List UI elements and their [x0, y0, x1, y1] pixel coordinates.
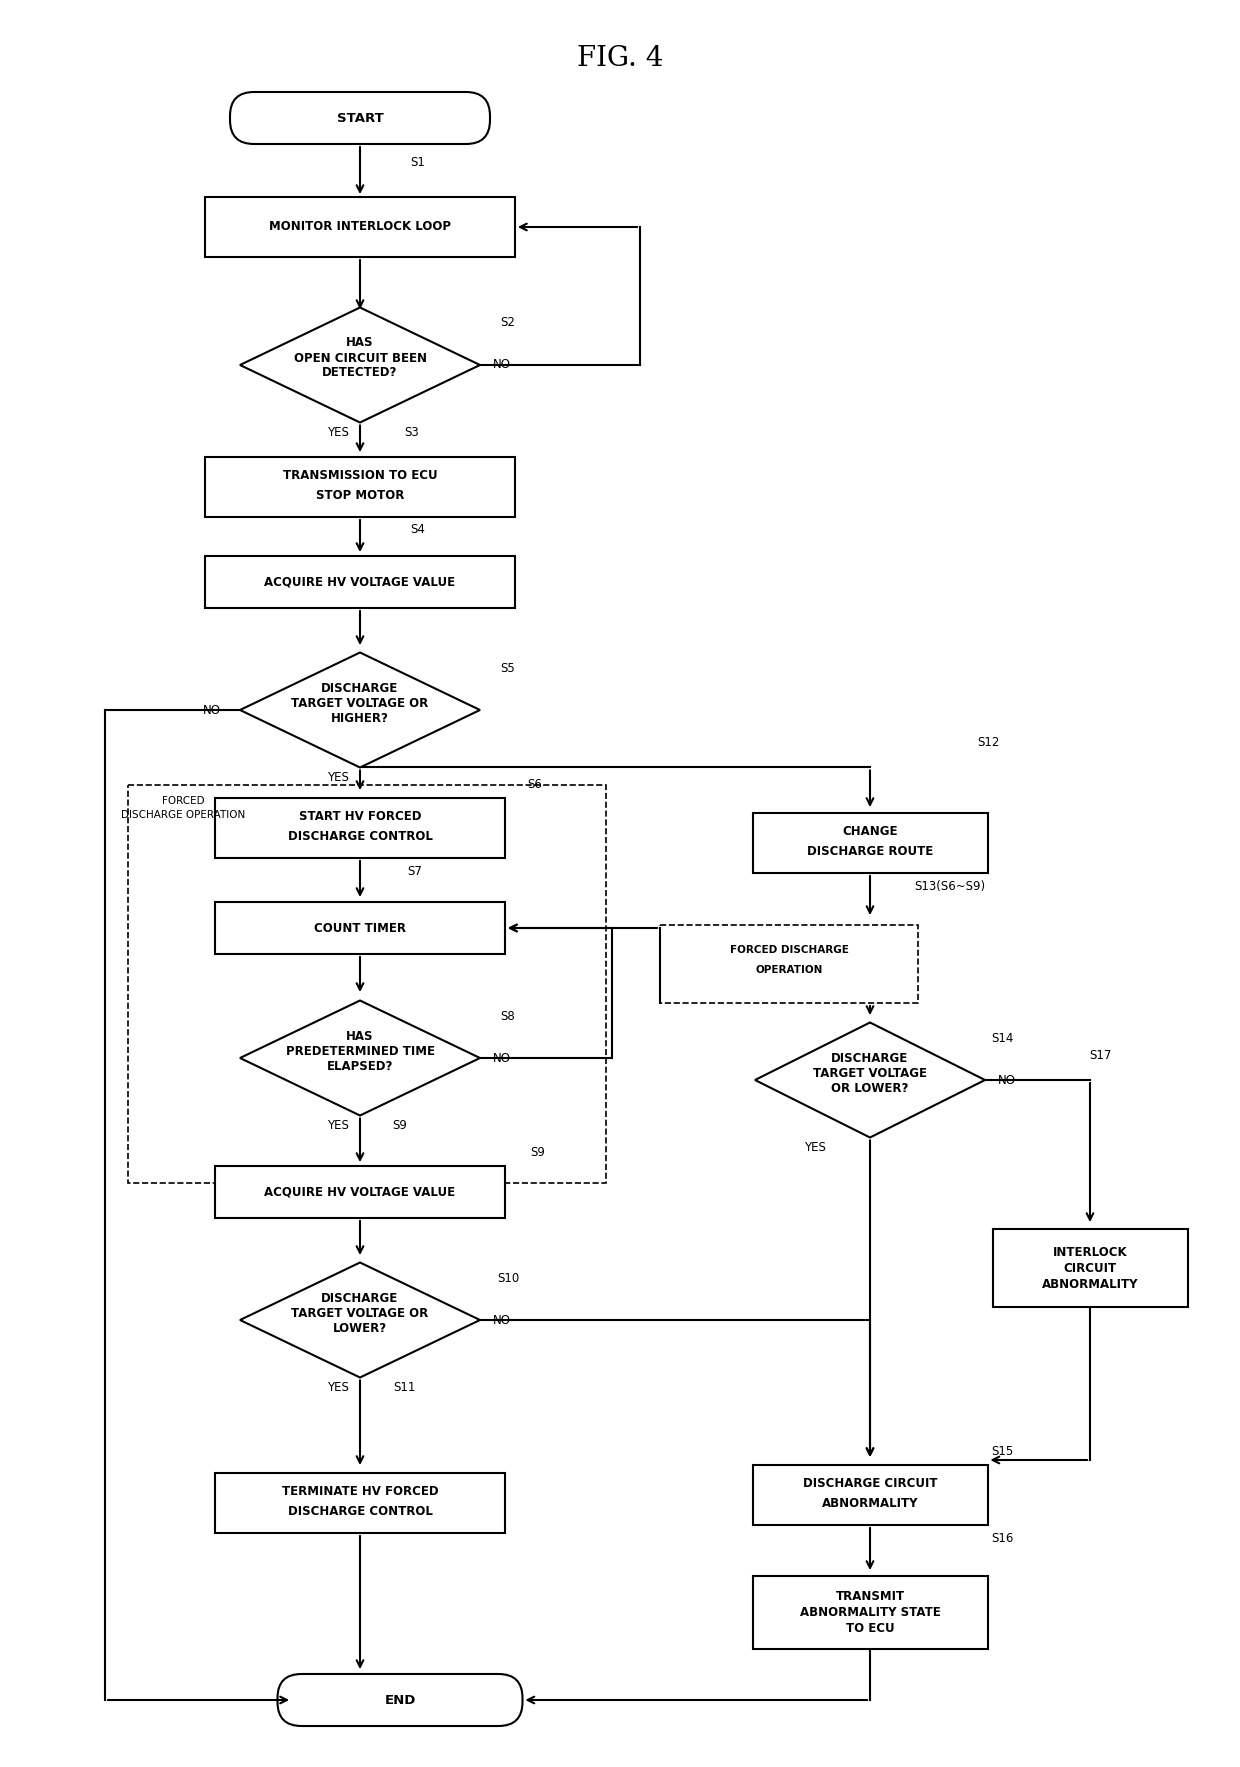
Text: S2: S2: [501, 316, 516, 329]
Text: DISCHARGE: DISCHARGE: [321, 682, 398, 694]
Bar: [215, 1166, 505, 1217]
Text: NO: NO: [998, 1074, 1016, 1087]
Bar: [660, 924, 918, 1004]
Text: S6: S6: [527, 777, 542, 790]
Text: OPEN CIRCUIT BEEN: OPEN CIRCUIT BEEN: [294, 352, 427, 364]
Text: START: START: [336, 111, 383, 124]
Text: S1: S1: [410, 155, 425, 168]
Text: COUNT TIMER: COUNT TIMER: [314, 922, 405, 935]
Text: STOP MOTOR: STOP MOTOR: [316, 488, 404, 502]
Text: ABNORMALITY STATE: ABNORMALITY STATE: [800, 1606, 940, 1619]
Text: DISCHARGE: DISCHARGE: [321, 1292, 398, 1304]
Text: TARGET VOLTAGE OR: TARGET VOLTAGE OR: [291, 1306, 429, 1320]
Text: DISCHARGE CONTROL: DISCHARGE CONTROL: [288, 829, 433, 843]
Text: S4: S4: [410, 523, 425, 535]
Text: OR LOWER?: OR LOWER?: [831, 1081, 909, 1094]
Text: S17: S17: [1089, 1048, 1111, 1062]
Text: OPERATION: OPERATION: [755, 965, 822, 975]
Text: DISCHARGE OPERATION: DISCHARGE OPERATION: [120, 809, 246, 820]
Text: S13(S6~S9): S13(S6~S9): [914, 880, 986, 892]
Text: ABNORMALITY: ABNORMALITY: [1042, 1278, 1138, 1290]
Text: S9: S9: [531, 1145, 546, 1159]
Text: DISCHARGE ROUTE: DISCHARGE ROUTE: [807, 845, 934, 857]
Text: MONITOR INTERLOCK LOOP: MONITOR INTERLOCK LOOP: [269, 221, 451, 233]
FancyBboxPatch shape: [229, 92, 490, 143]
Polygon shape: [755, 1023, 985, 1138]
Text: YES: YES: [804, 1141, 826, 1154]
Text: DETECTED?: DETECTED?: [322, 366, 398, 380]
Bar: [128, 785, 606, 1182]
Text: TRANSMISSION TO ECU: TRANSMISSION TO ECU: [283, 468, 438, 481]
Text: NO: NO: [203, 703, 221, 716]
Text: S8: S8: [501, 1009, 516, 1023]
Bar: [753, 1576, 987, 1649]
Text: S16: S16: [991, 1532, 1013, 1544]
FancyBboxPatch shape: [278, 1673, 522, 1726]
Polygon shape: [241, 652, 480, 767]
Polygon shape: [241, 1000, 480, 1115]
Text: PREDETERMINED TIME: PREDETERMINED TIME: [285, 1044, 434, 1057]
Text: HAS: HAS: [346, 1030, 373, 1043]
Text: TARGET VOLTAGE: TARGET VOLTAGE: [813, 1067, 928, 1080]
Text: INTERLOCK: INTERLOCK: [1053, 1246, 1127, 1258]
Text: YES: YES: [327, 1382, 348, 1394]
Text: YES: YES: [327, 426, 348, 438]
Bar: [205, 196, 515, 256]
Text: ELAPSED?: ELAPSED?: [327, 1060, 393, 1073]
Text: NO: NO: [494, 359, 511, 371]
Polygon shape: [241, 1262, 480, 1378]
Text: DISCHARGE CIRCUIT: DISCHARGE CIRCUIT: [802, 1477, 937, 1490]
Text: YES: YES: [327, 770, 348, 785]
Bar: [215, 799, 505, 859]
Text: DISCHARGE: DISCHARGE: [831, 1051, 909, 1064]
Text: S12: S12: [977, 737, 999, 749]
Text: NO: NO: [494, 1051, 511, 1064]
Text: CIRCUIT: CIRCUIT: [1064, 1262, 1116, 1274]
Text: TERMINATE HV FORCED: TERMINATE HV FORCED: [281, 1484, 438, 1497]
Text: S15: S15: [991, 1444, 1013, 1458]
Text: DISCHARGE CONTROL: DISCHARGE CONTROL: [288, 1504, 433, 1518]
Text: S14: S14: [991, 1032, 1013, 1044]
Text: HAS: HAS: [346, 336, 373, 350]
Text: S3: S3: [404, 426, 419, 438]
Bar: [215, 1474, 505, 1534]
Text: CHANGE: CHANGE: [842, 825, 898, 838]
Bar: [205, 557, 515, 608]
Text: FIG. 4: FIG. 4: [577, 44, 663, 71]
Text: FORCED: FORCED: [161, 795, 205, 806]
Text: ACQUIRE HV VOLTAGE VALUE: ACQUIRE HV VOLTAGE VALUE: [264, 1186, 455, 1198]
Bar: [215, 901, 505, 954]
Bar: [205, 458, 515, 518]
Text: YES: YES: [327, 1119, 348, 1133]
Text: TARGET VOLTAGE OR: TARGET VOLTAGE OR: [291, 696, 429, 710]
Text: START HV FORCED: START HV FORCED: [299, 809, 422, 822]
Bar: [753, 813, 987, 873]
Text: S7: S7: [408, 864, 423, 878]
Polygon shape: [241, 307, 480, 422]
Text: LOWER?: LOWER?: [332, 1322, 387, 1334]
Text: FORCED DISCHARGE: FORCED DISCHARGE: [729, 945, 848, 954]
Text: S5: S5: [501, 661, 516, 675]
Bar: [992, 1230, 1188, 1308]
Text: S9: S9: [393, 1119, 408, 1133]
Text: TRANSMIT: TRANSMIT: [836, 1590, 904, 1603]
Text: ABNORMALITY: ABNORMALITY: [822, 1497, 919, 1509]
Text: S11: S11: [393, 1382, 415, 1394]
Text: HIGHER?: HIGHER?: [331, 712, 389, 724]
Text: TO ECU: TO ECU: [846, 1622, 894, 1634]
Text: NO: NO: [494, 1313, 511, 1327]
Text: S10: S10: [497, 1272, 520, 1285]
Text: END: END: [384, 1693, 415, 1707]
Bar: [753, 1465, 987, 1525]
Text: ACQUIRE HV VOLTAGE VALUE: ACQUIRE HV VOLTAGE VALUE: [264, 576, 455, 588]
